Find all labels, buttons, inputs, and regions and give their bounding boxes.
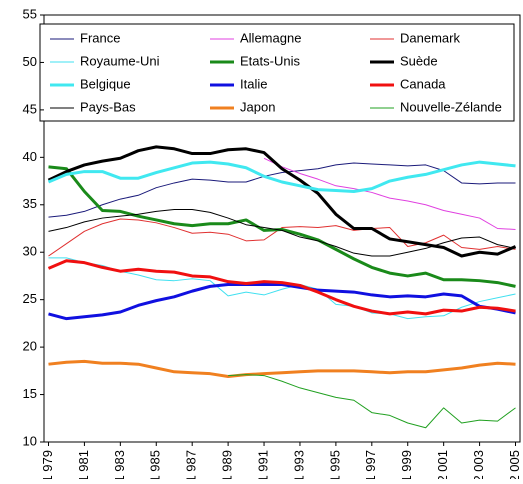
y-tick-label: 45 <box>23 101 37 116</box>
x-tick-label: 1 983 <box>112 450 127 479</box>
y-tick-label: 15 <box>23 386 37 401</box>
series-line <box>48 257 516 320</box>
x-tick-label: 1 981 <box>76 450 91 479</box>
legend-label: Italie <box>240 76 267 91</box>
x-tick-label: 1 989 <box>220 450 235 479</box>
legend-label: Belgique <box>80 76 131 91</box>
series-line <box>48 282 516 321</box>
legend-label: Japon <box>240 99 275 114</box>
y-tick-label: 30 <box>23 244 37 259</box>
series-line <box>47 259 516 316</box>
y-tick-label: 40 <box>23 149 37 164</box>
legend-label: Pays-Bas <box>80 99 136 114</box>
legend-label: Suède <box>400 53 438 68</box>
x-tick-label: 1 991 <box>255 450 270 479</box>
legend-label: Etats-Unis <box>240 53 300 68</box>
lines <box>47 145 517 429</box>
x-tick-label: 1 993 <box>291 450 306 479</box>
series-line <box>48 218 516 257</box>
legend-label: Allemagne <box>240 30 301 45</box>
series-line <box>228 374 516 429</box>
series-line <box>47 145 517 258</box>
legend-label: Nouvelle-Zélande <box>400 99 502 114</box>
x-tick-label: 2 001 <box>435 450 450 479</box>
series-line <box>263 157 516 230</box>
x-tick-label: 2 005 <box>507 450 522 479</box>
series-line <box>48 162 516 218</box>
series-line <box>47 160 516 193</box>
series-line <box>48 165 516 288</box>
y-tick-label: 50 <box>23 54 37 69</box>
legend-label: Royaume-Uni <box>80 53 160 68</box>
x-tick-label: 2 003 <box>471 450 486 479</box>
x-tick-label: 1 987 <box>184 450 199 479</box>
legend-label: Danemark <box>400 30 460 45</box>
y-tick-label: 55 <box>23 6 37 21</box>
legend-label: Canada <box>400 76 446 91</box>
x-tick-label: 1 985 <box>148 450 163 479</box>
x-tick-label: 1 997 <box>363 450 378 479</box>
y-tick-label: 20 <box>23 339 37 354</box>
series-line <box>48 209 516 257</box>
y-tick-label: 35 <box>23 196 37 211</box>
x-tick-label: 1 999 <box>399 450 414 479</box>
y-tick-label: 25 <box>23 291 37 306</box>
series-line <box>48 359 516 379</box>
y-tick-label: 10 <box>23 433 37 448</box>
x-tick-label: 1 995 <box>327 450 342 479</box>
x-tick-label: 1 979 <box>40 450 55 479</box>
legend <box>39 23 515 122</box>
legend-label: France <box>80 30 120 45</box>
